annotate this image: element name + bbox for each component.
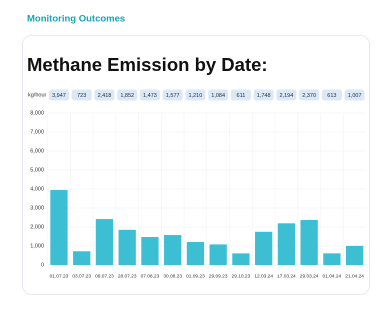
x-tick-label: 29.09.23 [209, 273, 228, 279]
bar [300, 219, 318, 265]
value-label: 1,577 [166, 93, 180, 99]
value-label-box [139, 89, 160, 101]
y-tick-label: 1,000 [30, 243, 44, 249]
value-label: 3,947 [52, 93, 66, 99]
value-label: 2,194 [280, 93, 294, 99]
bar [345, 245, 364, 265]
value-label-box [276, 89, 297, 101]
value-label-box [344, 89, 365, 101]
value-label-box [321, 89, 342, 101]
bar [73, 251, 91, 265]
value-label: 2,418 [98, 93, 112, 99]
x-tick-label: 29.10.23 [232, 273, 251, 279]
value-label-box [94, 89, 115, 101]
y-axis-label: kg/hour [28, 92, 47, 98]
x-tick-label: 21.04.24 [345, 273, 364, 279]
bar [50, 190, 68, 265]
value-label: 613 [327, 93, 336, 99]
x-tick-label: 07.08.23 [141, 273, 160, 279]
bar [277, 223, 296, 265]
value-label: 1,748 [257, 93, 271, 99]
x-tick-label: 28.07.23 [118, 273, 137, 279]
value-label-box [230, 89, 251, 101]
value-label-box [185, 89, 206, 101]
value-label-box [208, 89, 229, 101]
bar [232, 253, 250, 265]
bar [323, 253, 341, 265]
value-label: 1,473 [143, 93, 157, 99]
bar [118, 229, 136, 265]
value-label: 1,852 [120, 93, 134, 99]
value-label: 2,370 [302, 93, 316, 99]
value-label-box [48, 89, 69, 101]
x-tick-label: 09.07.23 [95, 273, 114, 279]
value-label: 1,084 [211, 93, 225, 99]
value-label: 1,007 [348, 93, 362, 99]
value-label-box [71, 89, 92, 101]
chart-title: Methane Emission by Date: [27, 54, 268, 75]
bar [164, 235, 182, 265]
y-tick-label: 8,000 [30, 110, 44, 116]
value-label-box [162, 89, 183, 101]
bar [209, 244, 227, 265]
bar [95, 219, 114, 265]
x-tick-label: 01.07.23 [50, 273, 69, 279]
x-tick-label: 12.03.24 [254, 273, 273, 279]
value-label-box [253, 89, 274, 101]
x-tick-label: 01.04.24 [323, 273, 342, 279]
bar [141, 237, 159, 265]
y-tick-label: 5,000 [30, 167, 44, 173]
x-tick-label: 01.09.23 [186, 273, 205, 279]
x-tick-label: 29.03.24 [300, 273, 319, 279]
x-tick-label: 30.08.23 [163, 273, 182, 279]
value-label: 611 [237, 93, 246, 99]
bar [186, 242, 205, 265]
x-tick-label: 03.07.23 [72, 273, 91, 279]
y-tick-label: 4,000 [30, 186, 44, 192]
value-label-box [117, 89, 138, 101]
y-tick-label: 2,000 [30, 224, 44, 230]
y-tick-label: 7,000 [30, 129, 44, 135]
value-label: 1,210 [189, 93, 203, 99]
y-tick-label: 3,000 [30, 205, 44, 211]
value-label: 723 [77, 93, 86, 99]
y-tick-label: 6,000 [30, 148, 44, 154]
x-tick-label: 17.03.24 [277, 273, 296, 279]
section-header: Monitoring Outcomes [27, 14, 125, 25]
y-tick-label: 0 [41, 262, 44, 268]
value-label-box [299, 89, 320, 101]
bar [255, 231, 273, 265]
